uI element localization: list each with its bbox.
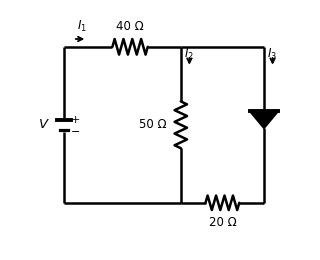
Text: $I_3$: $I_3$ [268,47,277,62]
Text: −: − [71,127,80,137]
Polygon shape [251,112,277,128]
Text: 50 Ω: 50 Ω [139,118,166,131]
Text: $V$: $V$ [38,118,50,131]
Text: 40 Ω: 40 Ω [116,20,144,33]
Text: 20 Ω: 20 Ω [209,216,236,229]
Text: $I_1$: $I_1$ [77,19,87,34]
Text: $I_2$: $I_2$ [184,47,194,62]
Text: +: + [71,115,80,125]
